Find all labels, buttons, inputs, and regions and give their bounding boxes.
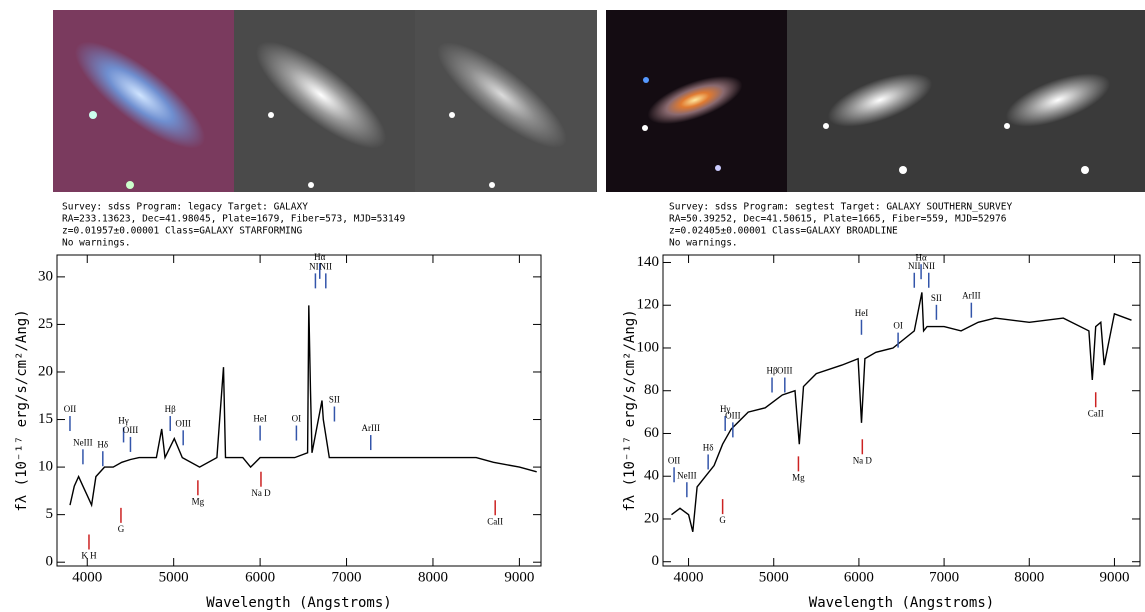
line-label: G bbox=[118, 524, 125, 534]
y-tick-label: 0 bbox=[46, 554, 54, 570]
x-axis-title: Wavelength (Angstroms) bbox=[206, 595, 391, 611]
line-label: OIII bbox=[175, 418, 191, 428]
line-label: SII bbox=[329, 395, 340, 405]
y-tick-label: 15 bbox=[38, 411, 53, 427]
x-tick-label: 4000 bbox=[72, 569, 102, 585]
info-line: No warnings. bbox=[669, 238, 738, 249]
line-label: Hδ bbox=[703, 443, 714, 453]
line-label: NII bbox=[320, 261, 333, 271]
y-tick-label: 10 bbox=[38, 459, 53, 475]
x-axis-title: Wavelength (Angstroms) bbox=[809, 595, 994, 611]
line-label: OIII bbox=[725, 410, 741, 420]
y-tick-label: 120 bbox=[637, 297, 660, 313]
line-label: NII bbox=[923, 261, 936, 271]
line-label: NII bbox=[309, 261, 322, 271]
y-tick-label: 40 bbox=[644, 468, 659, 484]
line-label: Na D bbox=[853, 455, 873, 465]
line-label: OIII bbox=[123, 425, 139, 435]
y-tick-label: 25 bbox=[38, 316, 53, 332]
plot-frame bbox=[56, 254, 542, 567]
line-label: OIII bbox=[777, 366, 793, 376]
info-line: z=0.02405±0.00001 Class=GALAXY BROADLINE bbox=[669, 226, 898, 237]
y-tick-label: 20 bbox=[644, 510, 659, 526]
x-tick-label: 7000 bbox=[332, 569, 362, 585]
info-line: RA=50.39252, Dec=41.50615, Plate=1665, F… bbox=[669, 214, 1007, 225]
x-tick-label: 7000 bbox=[929, 569, 959, 585]
line-label: CaII bbox=[487, 516, 503, 526]
line-label: Mg bbox=[792, 472, 805, 482]
line-label: HeI bbox=[855, 308, 869, 318]
line-label: NII bbox=[908, 261, 921, 271]
info-line: Survey: sdss Program: legacy Target: GAL… bbox=[62, 202, 308, 213]
y-axis-title: fλ (10⁻¹⁷ erg/s/cm²/Ang) bbox=[14, 309, 30, 511]
y-tick-label: 30 bbox=[38, 268, 53, 284]
line-label: NeIII bbox=[677, 470, 697, 480]
y-tick-label: 140 bbox=[637, 254, 660, 270]
plot-frame bbox=[662, 254, 1141, 567]
info-line: No warnings. bbox=[62, 238, 131, 249]
x-tick-label: 8000 bbox=[418, 569, 448, 585]
line-label: OI bbox=[893, 321, 903, 331]
info-line: RA=233.13623, Dec=41.98045, Plate=1679, … bbox=[62, 214, 405, 225]
x-tick-label: 4000 bbox=[674, 569, 704, 585]
image-strip-right bbox=[606, 10, 1145, 192]
line-label: Hδ bbox=[97, 439, 108, 449]
y-tick-label: 20 bbox=[38, 363, 53, 379]
line-label: Hα bbox=[915, 252, 926, 262]
x-tick-label: 5000 bbox=[159, 569, 189, 585]
x-tick-label: 8000 bbox=[1014, 569, 1044, 585]
line-label: CaII bbox=[1088, 408, 1104, 418]
line-label: Hβ bbox=[165, 404, 176, 414]
y-axis-title: fλ (10⁻¹⁷ erg/s/cm²/Ang) bbox=[622, 309, 638, 511]
x-tick-label: 6000 bbox=[844, 569, 874, 585]
spectrum-line bbox=[69, 305, 537, 508]
line-label: SII bbox=[931, 293, 942, 303]
line-label: Mg bbox=[192, 496, 205, 506]
image-strip-left bbox=[53, 10, 597, 192]
line-label: Hβ bbox=[766, 366, 777, 376]
x-tick-label: 5000 bbox=[759, 569, 789, 585]
line-label: NeIII bbox=[73, 437, 93, 447]
line-label: OII bbox=[668, 455, 681, 465]
info-line: z=0.01957±0.00001 Class=GALAXY STARFORMI… bbox=[62, 226, 302, 237]
x-tick-label: 9000 bbox=[1099, 569, 1129, 585]
x-tick-label: 9000 bbox=[504, 569, 534, 585]
y-tick-label: 5 bbox=[46, 506, 54, 522]
line-label: Hγ bbox=[720, 404, 730, 414]
line-label: HeI bbox=[253, 414, 267, 424]
x-tick-label: 6000 bbox=[245, 569, 275, 585]
line-label: G bbox=[719, 515, 726, 525]
y-tick-label: 60 bbox=[644, 425, 659, 441]
y-tick-label: 0 bbox=[652, 553, 660, 569]
y-tick-label: 80 bbox=[644, 382, 659, 398]
y-tick-label: 100 bbox=[637, 339, 660, 355]
spectrum-line bbox=[671, 292, 1132, 532]
line-label: Hα bbox=[314, 252, 325, 262]
line-label: Na D bbox=[251, 488, 271, 498]
line-label: ArIII bbox=[962, 291, 981, 301]
info-line: Survey: sdss Program: segtest Target: GA… bbox=[669, 202, 1012, 213]
line-label: ArIII bbox=[361, 423, 380, 433]
line-label: K H bbox=[81, 551, 97, 561]
line-label: OI bbox=[292, 414, 302, 424]
line-label: OII bbox=[64, 404, 77, 414]
line-label: Hγ bbox=[118, 415, 128, 425]
